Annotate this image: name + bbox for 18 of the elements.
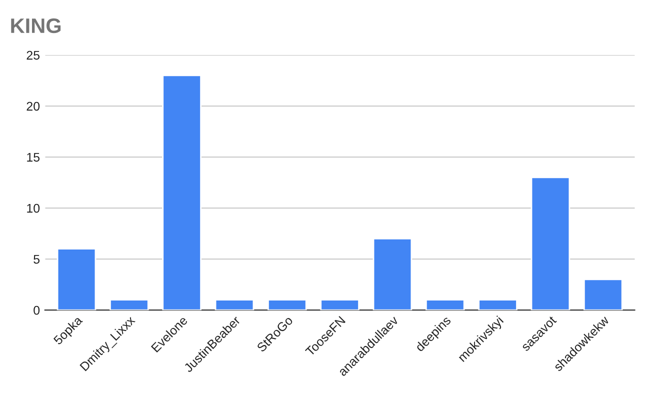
y-tick-label: 10 (27, 204, 40, 213)
bar (110, 299, 149, 310)
chart-title: KING (11, 18, 61, 34)
bar (425, 299, 465, 310)
bar (583, 278, 623, 310)
bar (320, 299, 360, 310)
y-tick-label: 0 (34, 306, 40, 315)
bar (268, 299, 307, 310)
bar (478, 299, 518, 310)
y-tick-label: 5 (34, 254, 40, 264)
bar (372, 238, 412, 310)
bar (530, 176, 570, 310)
y-tick-label: 15 (27, 152, 40, 162)
bar (56, 248, 96, 310)
y-tick-label: 20 (26, 102, 40, 111)
bar (214, 299, 254, 310)
y-tick-label: 25 (26, 50, 40, 60)
bar (162, 74, 202, 310)
